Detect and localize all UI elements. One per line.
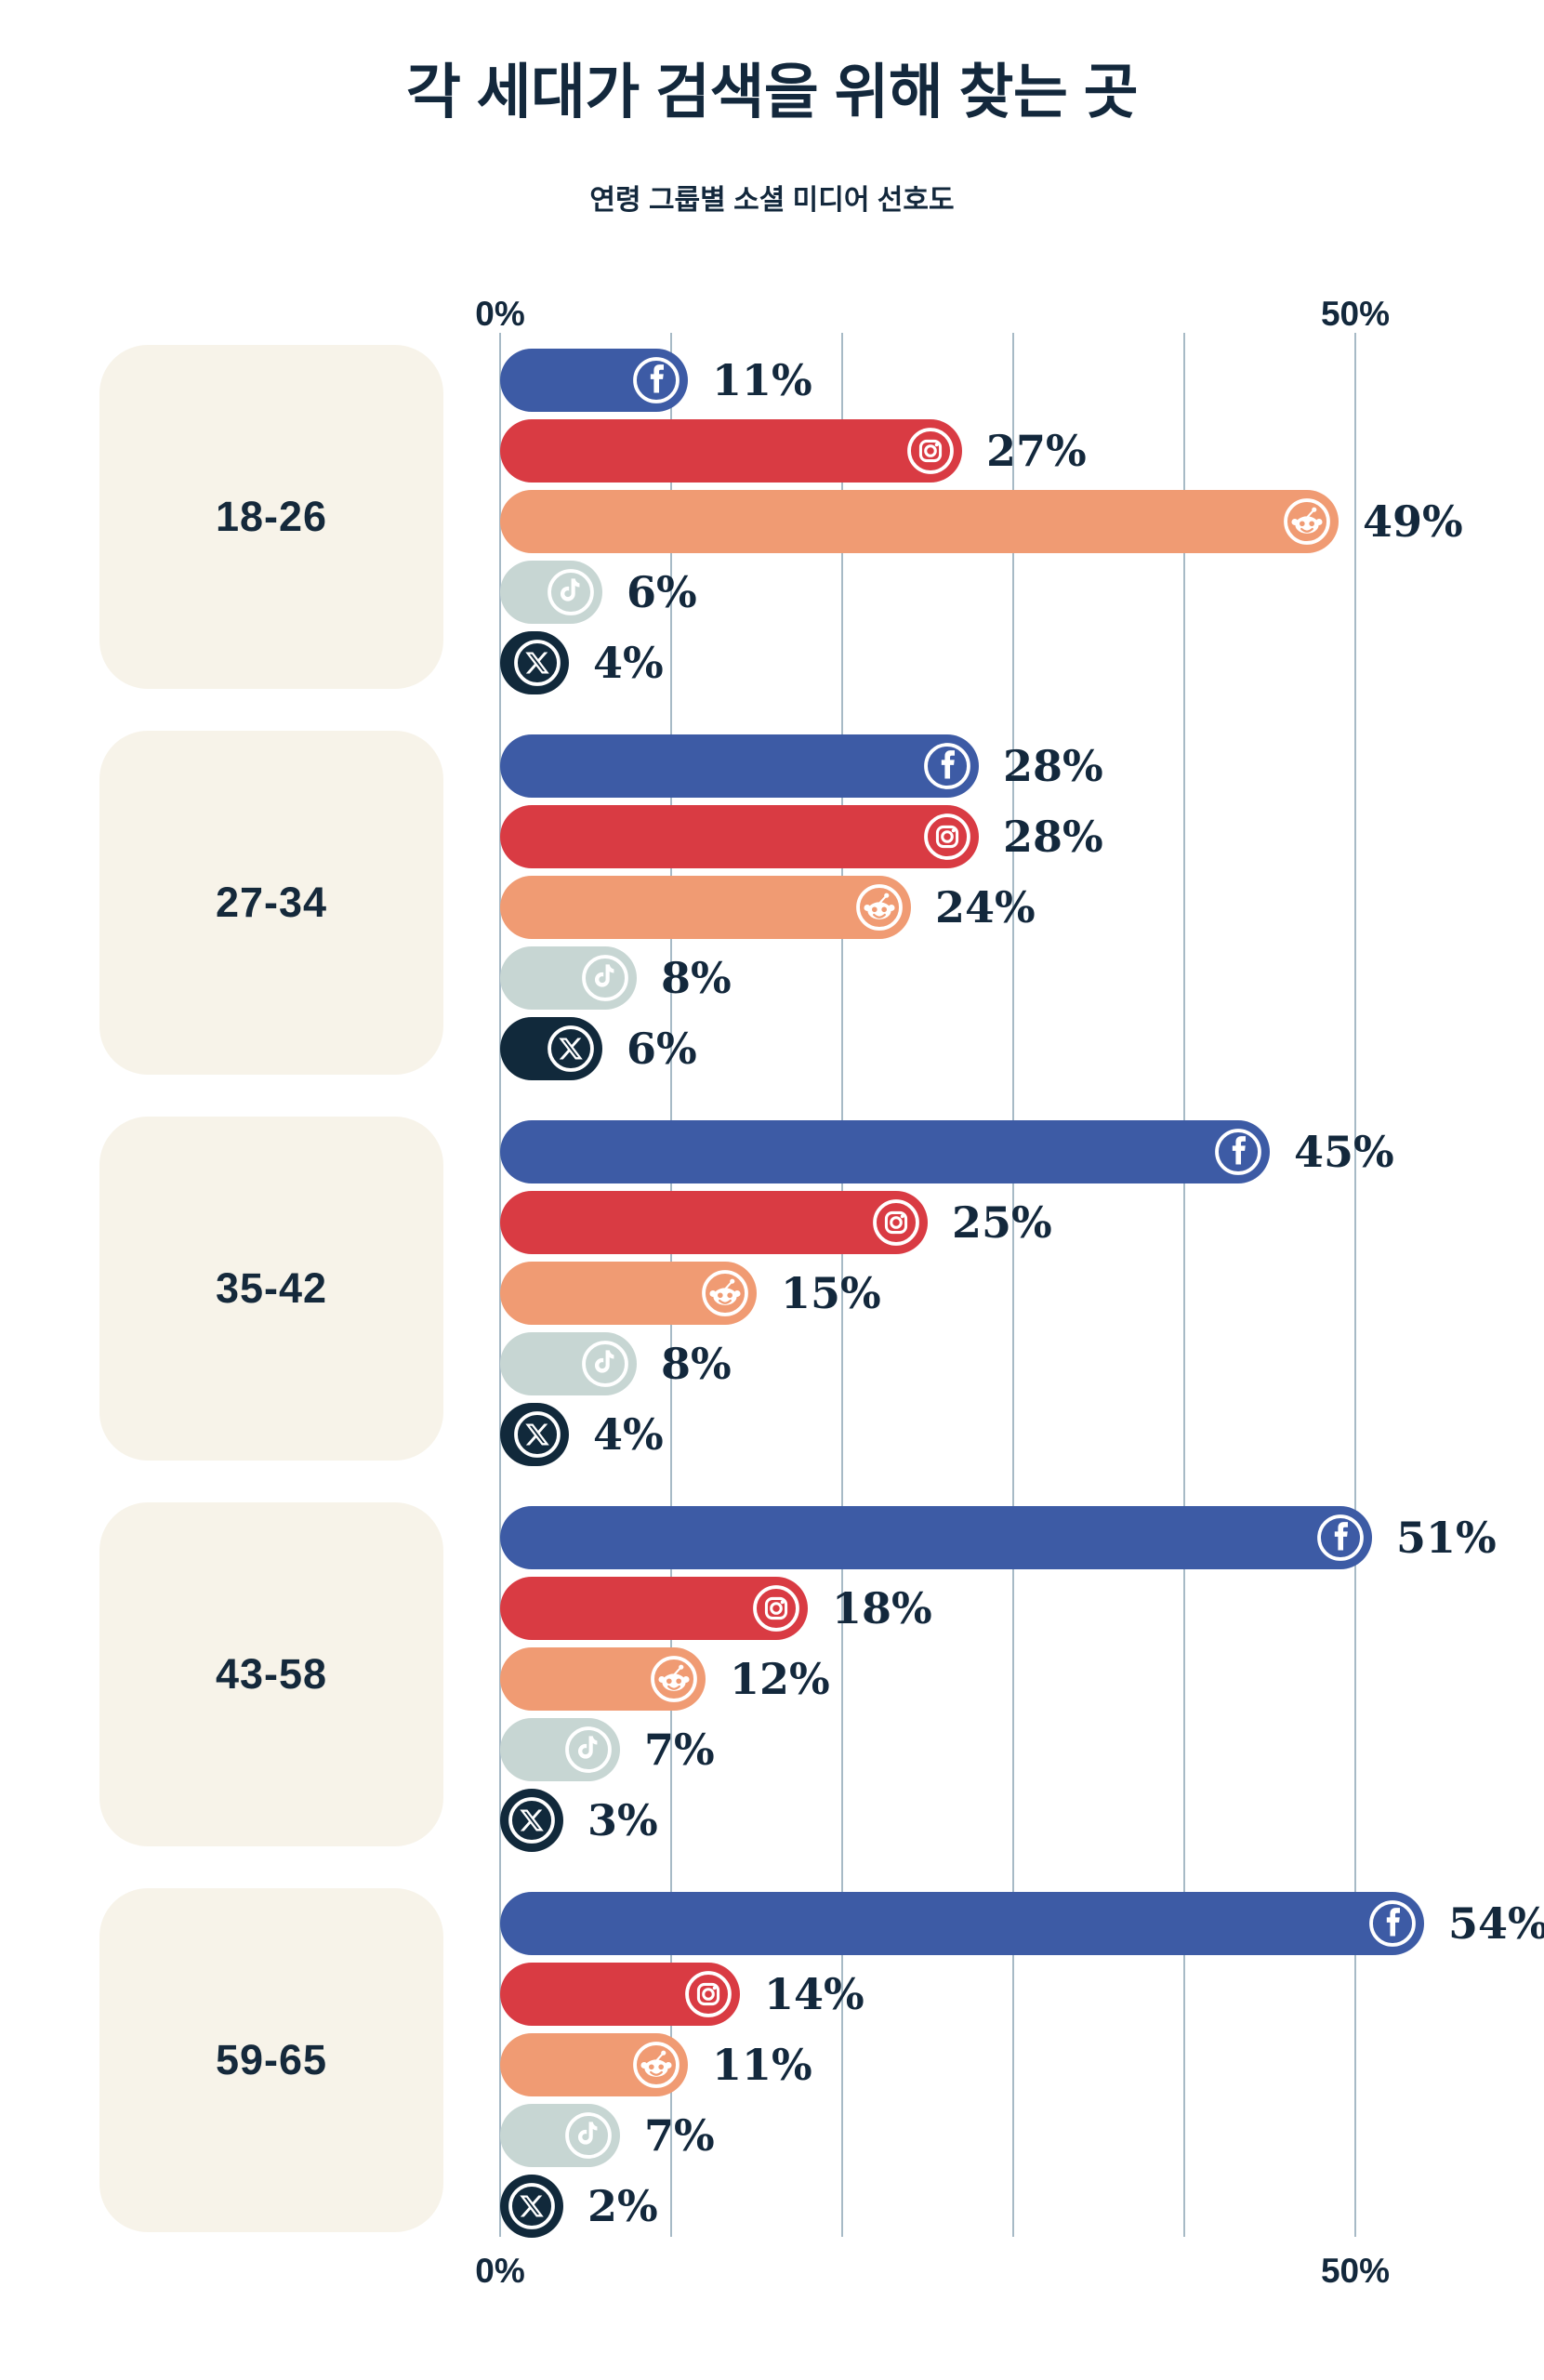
bar-facebook-18-26 [500,349,688,412]
bar-reddit-43-58 [500,1647,706,1711]
bar-instagram-18-26 [500,419,962,483]
value-label-x-43-58: 3% [587,1795,658,1845]
reddit-icon [856,884,903,931]
value-label-tiktok-59-65: 7% [644,2110,715,2161]
instagram-icon [924,813,970,860]
bar-tiktok-59-65 [500,2104,620,2167]
value-label-tiktok-35-42: 8% [661,1339,732,1389]
value-label-instagram-59-65: 14% [764,1969,864,2019]
bar-reddit-27-34 [500,876,911,939]
bar-x-27-34 [500,1017,602,1080]
value-label-tiktok-27-34: 8% [661,953,732,1003]
instagram-icon [753,1585,799,1632]
reddit-icon [651,1656,697,1702]
value-label-x-27-34: 6% [627,1024,697,1074]
bar-instagram-27-34 [500,805,979,868]
page-title: 각 세대가 검색을 위해 찾는 곳 [406,59,1138,126]
gridline-40pct [1183,333,1185,2237]
bar-facebook-35-42 [500,1120,1270,1183]
value-label-reddit-18-26: 49% [1363,496,1463,547]
tiktok-icon [548,569,594,615]
gridline-20pct [841,333,843,2237]
bar-instagram-35-42 [500,1191,928,1254]
x-icon [514,640,561,686]
value-label-x-35-42: 4% [593,1409,664,1460]
x-icon [548,1025,594,1072]
bar-x-59-65 [500,2175,563,2238]
value-label-facebook-43-58: 51% [1396,1513,1497,1563]
bar-instagram-43-58 [500,1577,808,1640]
facebook-icon [633,357,680,403]
tiktok-icon [582,955,628,1001]
tiktok-icon [565,2112,612,2159]
facebook-icon [1369,1900,1416,1947]
value-label-instagram-18-26: 27% [986,426,1087,476]
bar-x-35-42 [500,1403,569,1466]
category-card-35-42: 35-42 [99,1117,443,1461]
bar-x-18-26 [500,631,569,694]
category-card-18-26: 18-26 [99,345,443,689]
value-label-facebook-59-65: 54% [1448,1898,1544,1949]
facebook-icon [1215,1129,1261,1175]
value-label-reddit-27-34: 24% [935,882,1036,932]
axis-label-bottom-right: 50% [1320,2252,1391,2290]
value-label-instagram-43-58: 18% [832,1583,932,1633]
axis-label-bottom-left: 0% [475,2252,525,2290]
value-label-x-18-26: 4% [593,638,664,688]
reddit-icon [702,1270,748,1316]
bar-facebook-27-34 [500,734,979,798]
bar-facebook-43-58 [500,1506,1372,1569]
category-card-27-34: 27-34 [99,731,443,1075]
value-label-facebook-27-34: 28% [1003,741,1103,791]
bar-tiktok-35-42 [500,1332,637,1395]
bar-tiktok-27-34 [500,946,637,1010]
value-label-tiktok-18-26: 6% [627,567,697,617]
value-label-instagram-27-34: 28% [1003,812,1103,862]
x-icon [508,1797,555,1844]
tiktok-icon [582,1341,628,1387]
tiktok-icon [565,1726,612,1773]
bar-reddit-18-26 [500,490,1339,553]
bar-x-43-58 [500,1789,563,1852]
bar-tiktok-18-26 [500,561,602,624]
axis-label-top-left: 0% [475,295,525,333]
reddit-icon [633,2042,680,2088]
bar-reddit-59-65 [500,2033,688,2096]
category-card-59-65: 59-65 [99,1888,443,2232]
reddit-icon [1284,498,1330,545]
facebook-icon [1317,1514,1364,1561]
value-label-instagram-35-42: 25% [952,1197,1052,1248]
value-label-tiktok-43-58: 7% [644,1725,715,1775]
bar-instagram-59-65 [500,1963,740,2026]
value-label-x-59-65: 2% [587,2181,658,2231]
category-card-43-58: 43-58 [99,1502,443,1846]
value-label-reddit-43-58: 12% [730,1654,830,1704]
axis-label-top-right: 50% [1320,295,1391,333]
value-label-facebook-18-26: 11% [712,355,812,405]
bar-reddit-35-42 [500,1262,757,1325]
bar-tiktok-43-58 [500,1718,620,1781]
value-label-reddit-35-42: 15% [781,1268,881,1318]
instagram-icon [685,1971,732,2017]
gridline-30pct [1012,333,1014,2237]
x-icon [514,1411,561,1458]
gridline-50pct [1354,333,1356,2237]
instagram-icon [907,428,954,474]
instagram-icon [873,1199,919,1246]
bar-facebook-59-65 [500,1892,1424,1955]
facebook-icon [924,743,970,789]
value-label-reddit-59-65: 11% [712,2040,812,2090]
page-subtitle: 연령 그룹별 소셜 미디어 선호도 [589,185,955,216]
x-icon [508,2183,555,2229]
value-label-facebook-35-42: 45% [1294,1127,1394,1177]
